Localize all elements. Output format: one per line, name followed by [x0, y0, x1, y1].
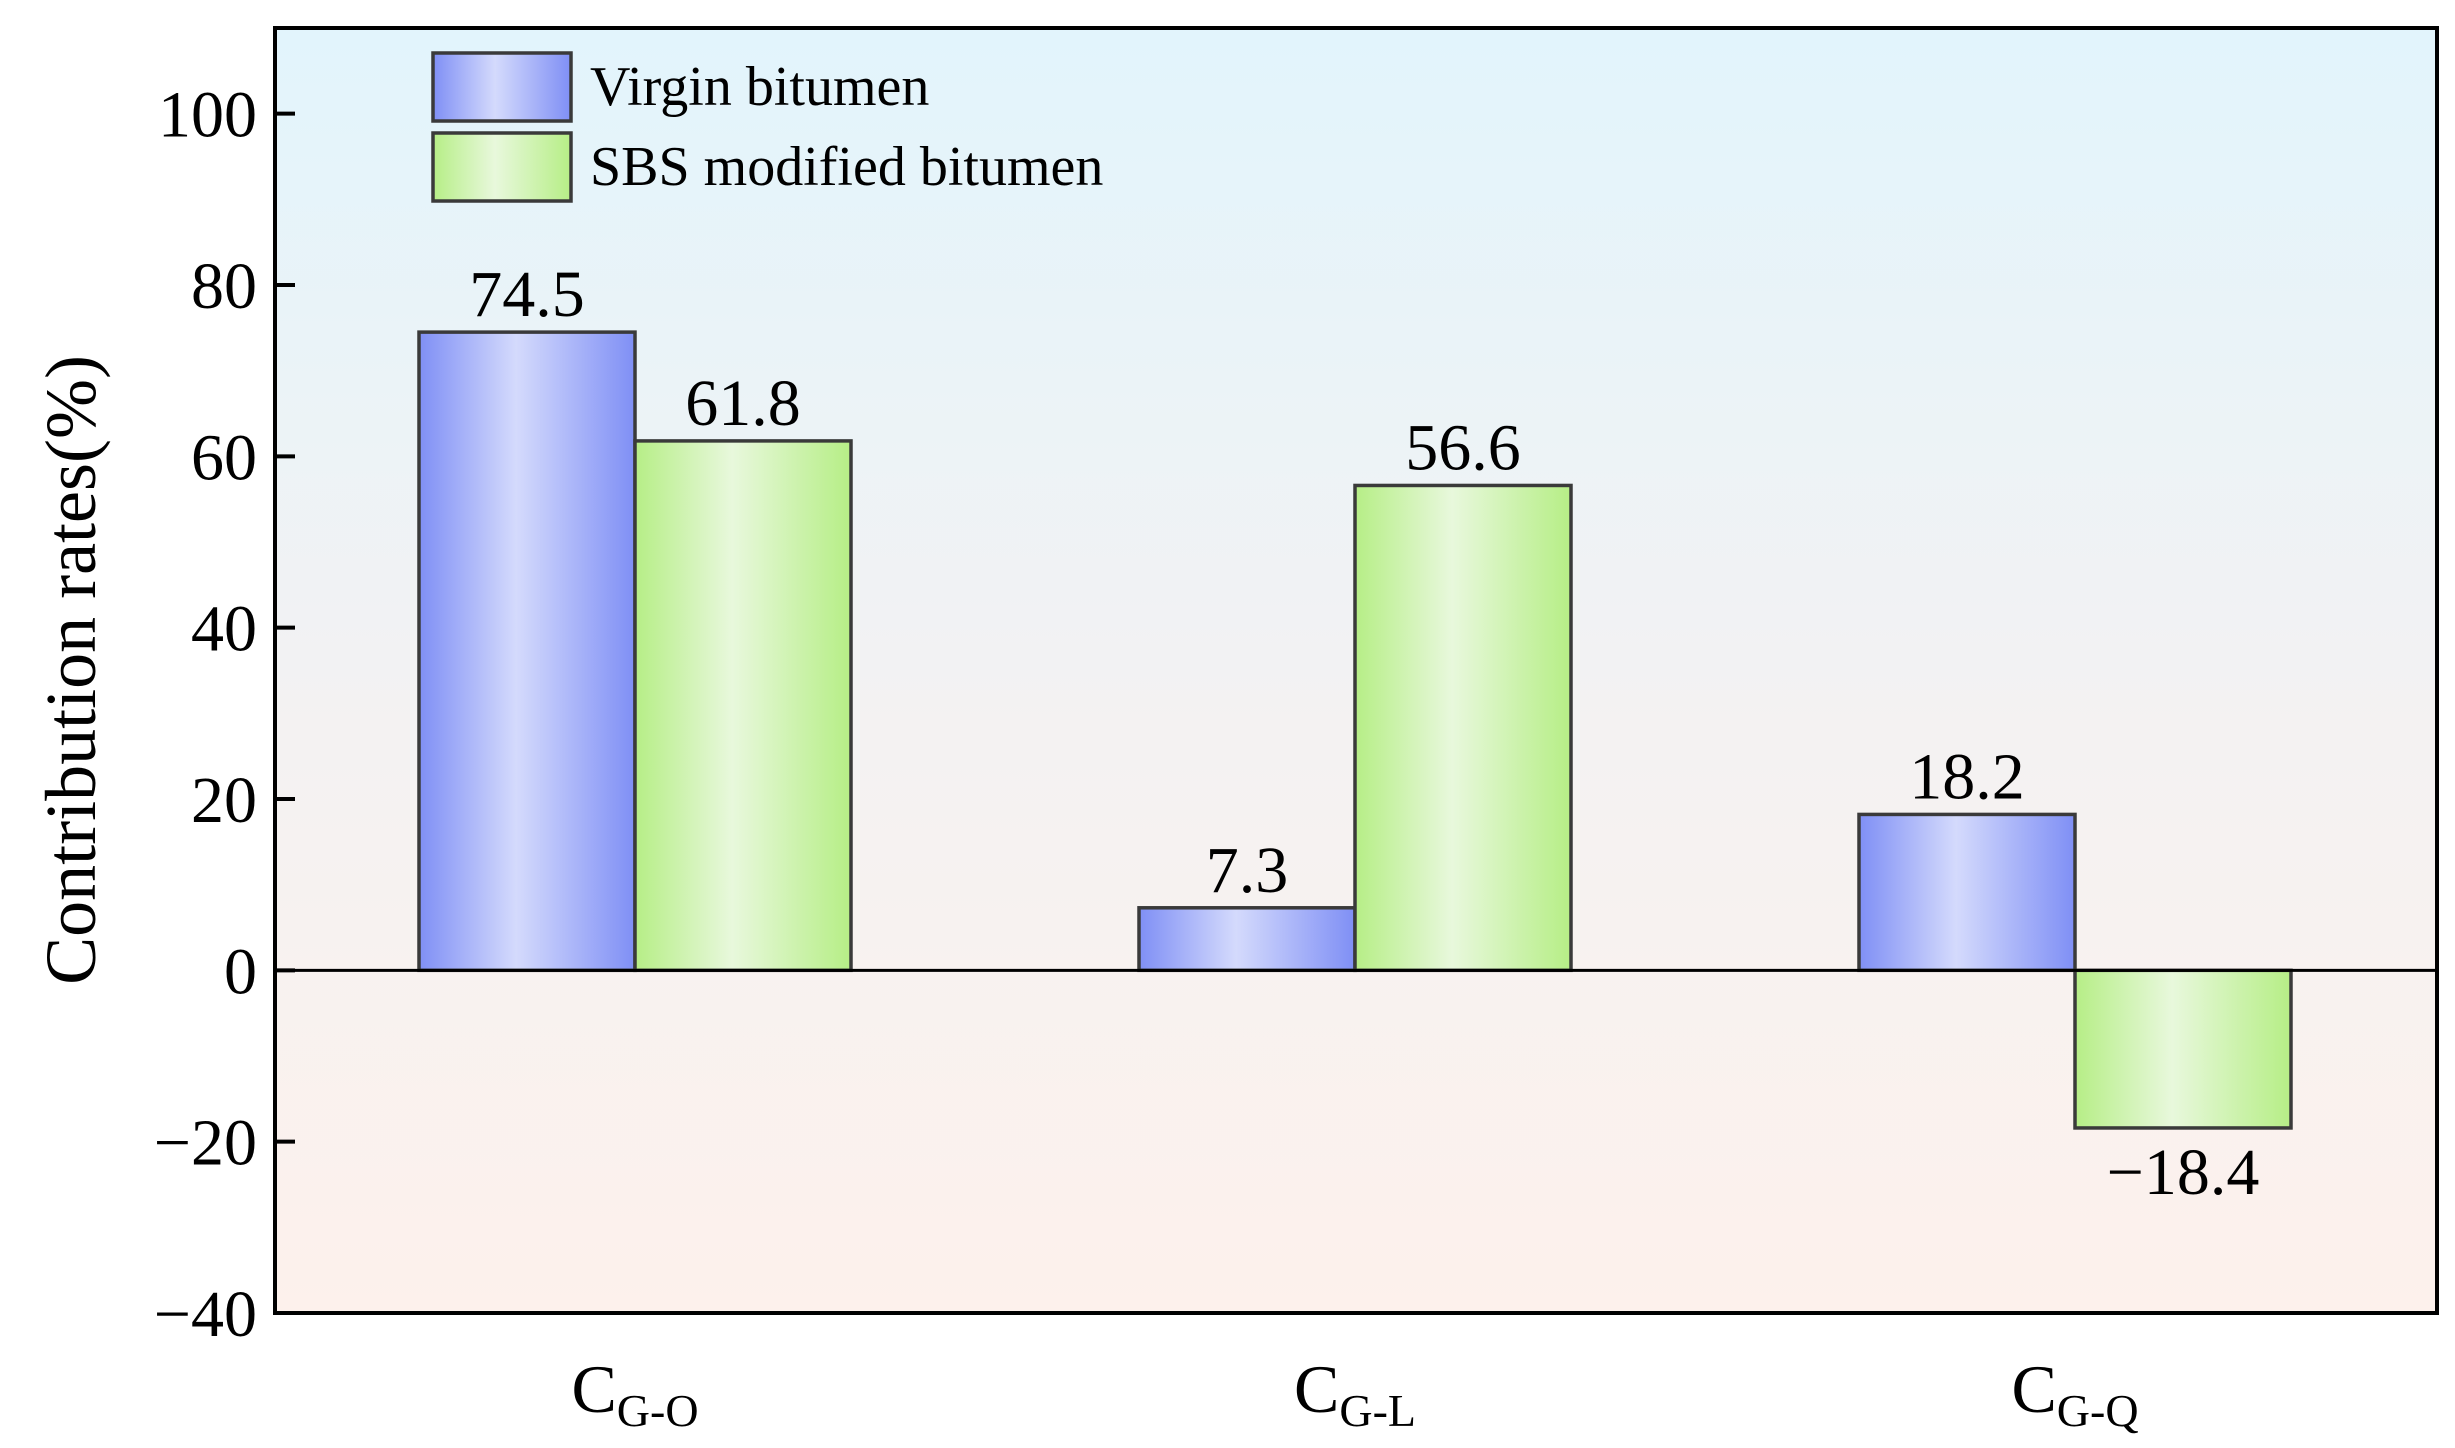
bar-virgin-3 — [1857, 812, 2077, 973]
data-labels-layer: 74.5 61.8 7.3 56.6 18.2 −18.4 — [469, 258, 2259, 1209]
x-category-label: CG-L — [1294, 1351, 1416, 1436]
y-tick-label: −40 — [154, 1278, 257, 1351]
y-axis-ticks: −40 −20 0 20 40 60 80 100 — [154, 79, 295, 1351]
plot-frame — [273, 26, 2439, 1315]
legend-swatch-virgin — [431, 51, 573, 123]
y-axis-title: Contribution rates(%) — [31, 355, 111, 985]
legend: Virgin bitumen SBS modified bitumen — [431, 51, 1103, 203]
data-label: 61.8 — [685, 367, 801, 440]
x-category-label: CG-O — [571, 1351, 698, 1436]
bar-virgin-1 — [417, 330, 637, 973]
bar-sbs-1 — [633, 439, 853, 973]
y-tick-label: 80 — [191, 250, 257, 323]
legend-label: SBS modified bitumen — [590, 136, 1103, 198]
y-tick-label: 20 — [191, 764, 257, 837]
data-label: 74.5 — [469, 258, 585, 331]
bar-virgin-2 — [1137, 906, 1357, 973]
y-tick-label: −20 — [154, 1107, 257, 1180]
data-label: 18.2 — [1909, 740, 2025, 813]
y-tick-label: 60 — [191, 421, 257, 494]
x-axis-categories: CG-O CG-L CG-Q — [571, 1351, 2138, 1436]
y-tick-label: 100 — [158, 79, 257, 152]
data-label: 56.6 — [1405, 411, 1521, 484]
data-label: −18.4 — [2107, 1136, 2260, 1209]
bars-layer — [417, 330, 2293, 1130]
legend-label: Virgin bitumen — [590, 56, 929, 118]
y-tick-label: 40 — [191, 593, 257, 666]
bar-sbs-2 — [1353, 483, 1573, 973]
legend-swatch-sbs — [431, 131, 573, 203]
data-label: 7.3 — [1206, 834, 1289, 907]
bar-sbs-3 — [2073, 968, 2293, 1130]
x-category-label: CG-Q — [2011, 1351, 2138, 1436]
y-tick-label: 0 — [224, 935, 257, 1008]
